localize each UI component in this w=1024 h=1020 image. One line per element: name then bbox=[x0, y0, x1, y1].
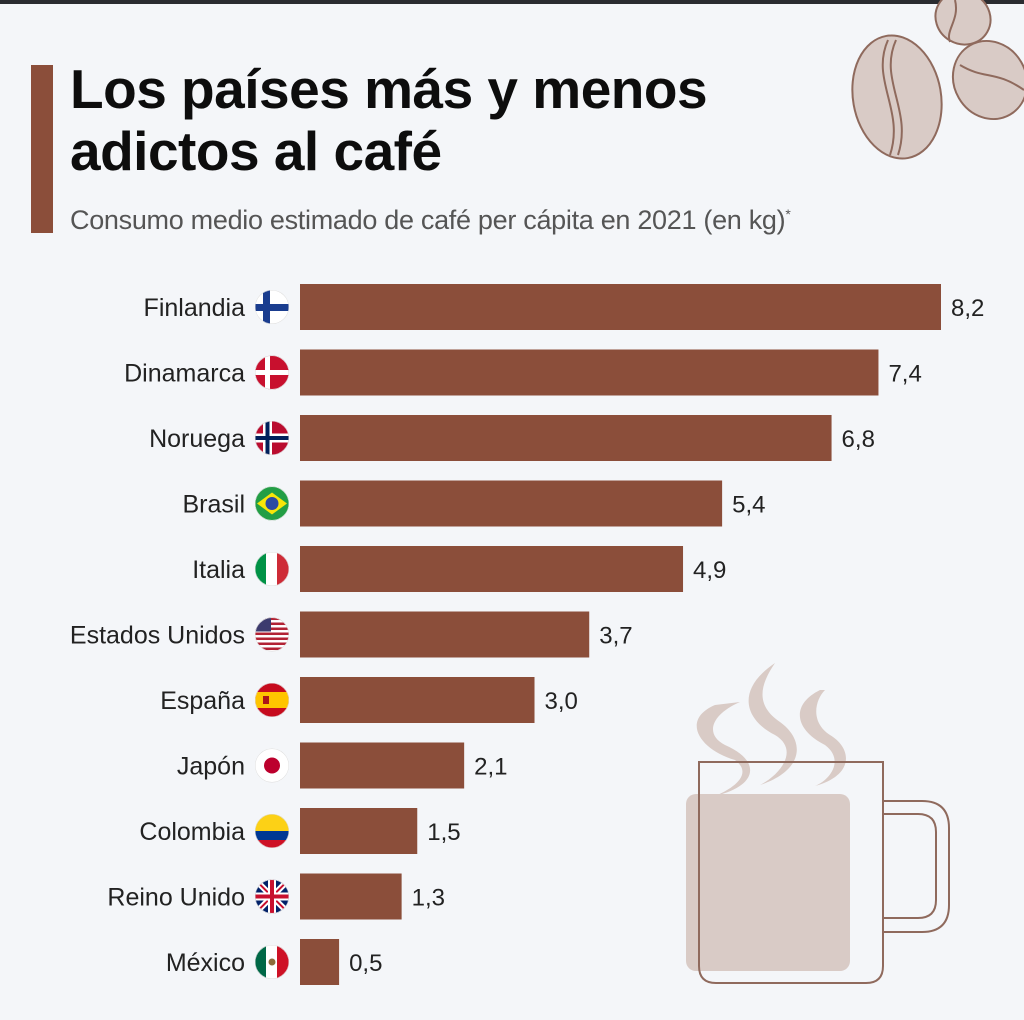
flag-mexico-icon bbox=[255, 945, 289, 979]
category-label: Reino Unido bbox=[107, 884, 245, 912]
category-label: Colombia bbox=[139, 818, 245, 846]
bar-row-denmark: Dinamarca 7,4 bbox=[124, 349, 922, 396]
bar-row-colombia: Colombia 1,5 bbox=[139, 808, 461, 854]
chart-subtitle: Consumo medio estimado de café per cápit… bbox=[70, 205, 791, 236]
category-label: España bbox=[160, 687, 245, 715]
flag-usa-icon bbox=[255, 617, 289, 652]
bar-row-finland: Finlandia 8,2 bbox=[144, 284, 984, 330]
category-label: Finlandia bbox=[144, 294, 246, 322]
top-border bbox=[0, 0, 1024, 4]
category-label: Noruega bbox=[149, 425, 245, 453]
bar-row-mexico: México 0,5 bbox=[166, 939, 382, 985]
bars-group: Finlandia 8,2 Dinamarca 7,4 Noruega 6,8 Brasil… bbox=[70, 284, 984, 985]
value-label: 8,2 bbox=[951, 295, 984, 322]
flag-brazil-icon bbox=[255, 486, 289, 521]
value-label: 4,9 bbox=[693, 557, 726, 584]
footnote-mark: * bbox=[785, 206, 791, 222]
bar-row-usa: Estados Unidos 3,7 bbox=[70, 611, 633, 658]
category-label: Italia bbox=[192, 556, 245, 584]
flag-norway-icon bbox=[255, 421, 289, 455]
category-label: México bbox=[166, 949, 245, 977]
bar bbox=[300, 415, 832, 461]
bar-row-norway: Noruega 6,8 bbox=[149, 415, 875, 461]
category-label: Brasil bbox=[182, 491, 245, 519]
coffee-beans-decoration bbox=[851, 0, 1024, 160]
bar bbox=[300, 349, 879, 396]
bar-row-spain: España 3,0 bbox=[160, 677, 578, 723]
flag-spain-icon bbox=[255, 683, 289, 717]
category-label: Japón bbox=[177, 753, 245, 781]
title-accent-bar bbox=[31, 65, 53, 233]
value-label: 7,4 bbox=[888, 361, 921, 388]
flag-uk-icon bbox=[255, 879, 289, 914]
category-label: Estados Unidos bbox=[70, 622, 245, 650]
title-line-2: adictos al café bbox=[70, 120, 442, 182]
bar-row-brazil: Brasil 5,4 bbox=[182, 480, 765, 527]
bar bbox=[300, 873, 402, 920]
bar-row-uk: Reino Unido 1,3 bbox=[107, 873, 445, 920]
bar bbox=[300, 480, 723, 527]
subtitle-text: Consumo medio estimado de café per cápit… bbox=[70, 205, 786, 235]
flag-italy-icon bbox=[255, 552, 289, 586]
flag-finland-icon bbox=[255, 290, 289, 324]
bar-row-italy: Italia 4,9 bbox=[192, 546, 726, 592]
value-label: 6,8 bbox=[842, 426, 875, 453]
bar-row-japan: Japón 2,1 bbox=[177, 742, 508, 789]
value-label: 5,4 bbox=[732, 492, 765, 519]
chart-title: Los países más y menos adictos al café bbox=[70, 58, 708, 182]
value-label: 0,5 bbox=[349, 950, 382, 977]
bar bbox=[300, 546, 684, 592]
bar bbox=[300, 284, 941, 330]
value-label: 1,5 bbox=[427, 819, 460, 846]
flag-denmark-icon bbox=[255, 355, 289, 390]
bar bbox=[300, 742, 465, 789]
category-label: Dinamarca bbox=[124, 360, 245, 388]
value-label: 2,1 bbox=[474, 754, 507, 781]
bar bbox=[300, 611, 590, 658]
bar bbox=[300, 808, 418, 854]
bar bbox=[300, 939, 340, 985]
bar bbox=[300, 677, 535, 723]
title-line-1: Los países más y menos bbox=[70, 58, 708, 120]
value-label: 1,3 bbox=[412, 885, 445, 912]
value-label: 3,7 bbox=[599, 623, 632, 650]
flag-japan-icon bbox=[255, 748, 289, 783]
value-label: 3,0 bbox=[545, 688, 578, 715]
coffee-mug-decoration bbox=[686, 663, 950, 984]
flag-colombia-icon bbox=[255, 814, 289, 848]
